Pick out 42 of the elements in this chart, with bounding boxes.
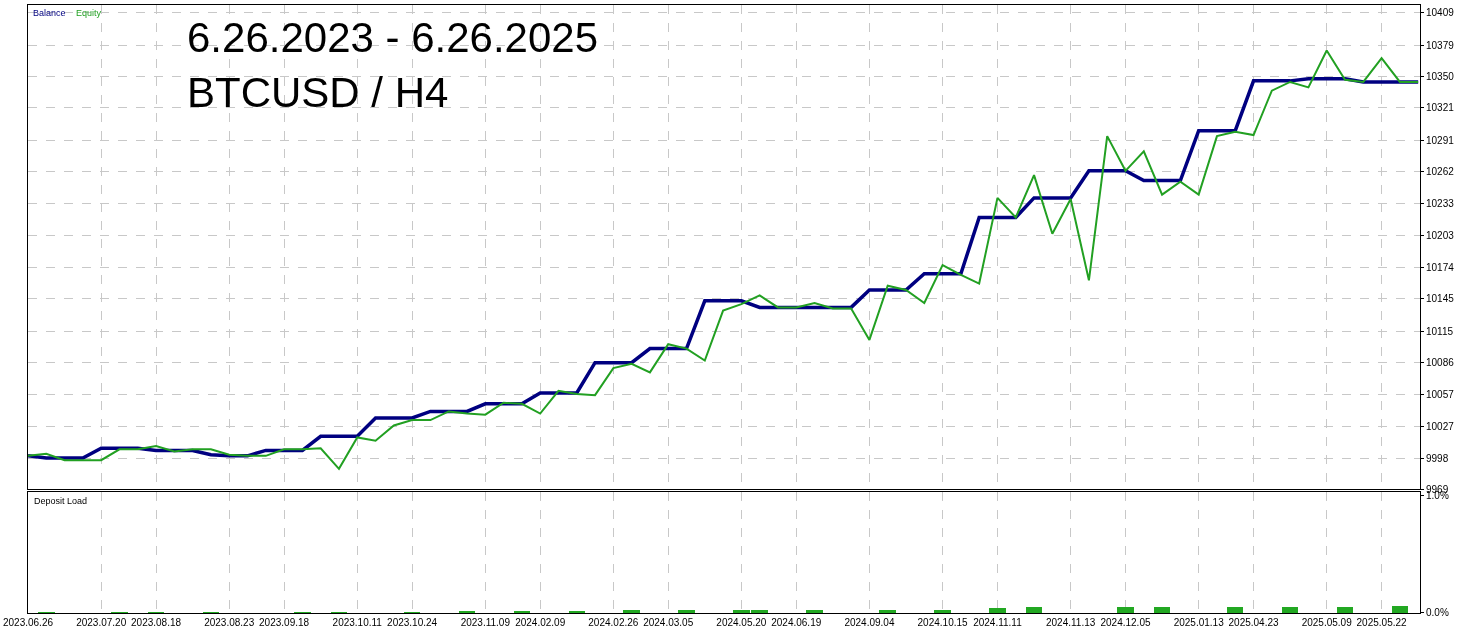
- x-tick-label: 2025.04.23: [1228, 617, 1280, 628]
- x-tick-label: 2025.05.22: [1356, 617, 1408, 628]
- y-tick-label: 10233: [1426, 197, 1455, 209]
- y-tick-label: 10321: [1426, 102, 1455, 114]
- y-tick-label: 9998: [1426, 452, 1449, 464]
- x-tick-label: 2025.05.09: [1301, 617, 1353, 628]
- x-tick-label: 2024.02.09: [515, 617, 566, 628]
- y-tick-label: 10145: [1426, 293, 1455, 305]
- y-tick-label: 10203: [1426, 230, 1455, 242]
- x-tick-label: 2024.11.13: [1045, 617, 1096, 628]
- y-tick-label: 0.0%: [1426, 607, 1449, 619]
- text: Equity: [76, 8, 102, 18]
- y-tick-label: 10291: [1426, 134, 1455, 146]
- x-tick-label: 2024.06.19: [771, 617, 822, 628]
- x-tick-label: 2023.10.24: [387, 617, 438, 628]
- y-tick-label: 10262: [1426, 166, 1455, 178]
- x-tick-label: 2024.12.05: [1100, 617, 1151, 628]
- x-tick-label: 2023.08.18: [131, 617, 182, 628]
- text: 6.26.2023 - 6.26.2025 BTCUSD / H4: [187, 14, 599, 116]
- text: Deposit Load: [34, 496, 88, 506]
- x-tick-label: 2023.06.26: [2, 617, 54, 628]
- y-tick-label: 10115: [1426, 325, 1454, 337]
- x-tick-label: 2023.09.18: [259, 617, 310, 628]
- y-tick-label: 10057: [1426, 388, 1455, 400]
- x-tick-label: 2024.10.15: [917, 617, 969, 628]
- x-tick-label: 2023.08.23: [204, 617, 255, 628]
- x-tick-label: 2024.05.20: [716, 617, 767, 628]
- x-tick-label: 2024.03.05: [643, 617, 694, 628]
- y-tick-label: 10027: [1426, 421, 1455, 433]
- x-tick-label: 2024.11.11: [973, 617, 1023, 628]
- x-tick-label: 2025.01.13: [1173, 617, 1225, 628]
- y-tick-label: 10086: [1426, 357, 1455, 369]
- y-tick-label: 10350: [1426, 71, 1455, 83]
- x-tick-label: 2023.11.09: [460, 617, 511, 628]
- x-tick-label: 2024.09.04: [844, 617, 895, 628]
- y-tick-label: 10379: [1426, 39, 1455, 51]
- y-tick-label: 10409: [1426, 7, 1455, 19]
- x-tick-label: 2023.10.11: [332, 617, 383, 628]
- y-tick-label: 10174: [1426, 261, 1455, 273]
- x-tick-label: 2023.07.20: [76, 617, 127, 628]
- x-tick-label: 2024.02.26: [588, 617, 639, 628]
- text: Balance: [33, 8, 66, 18]
